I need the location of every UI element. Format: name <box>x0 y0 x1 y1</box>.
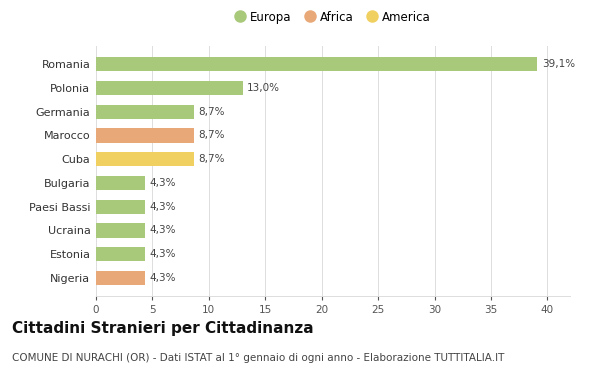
Text: 4,3%: 4,3% <box>149 225 176 235</box>
Text: 4,3%: 4,3% <box>149 273 176 283</box>
Text: COMUNE DI NURACHI (OR) - Dati ISTAT al 1° gennaio di ogni anno - Elaborazione TU: COMUNE DI NURACHI (OR) - Dati ISTAT al 1… <box>12 353 505 363</box>
Text: 8,7%: 8,7% <box>199 154 225 164</box>
Text: 8,7%: 8,7% <box>199 130 225 140</box>
Bar <box>96 152 194 166</box>
Bar <box>96 105 194 119</box>
Bar <box>96 223 145 238</box>
Bar <box>96 200 145 214</box>
Bar <box>96 81 243 95</box>
Bar <box>96 271 145 285</box>
Legend: Europa, Africa, America: Europa, Africa, America <box>231 6 435 29</box>
Bar <box>96 247 145 261</box>
Text: 8,7%: 8,7% <box>199 107 225 117</box>
Bar <box>96 128 194 142</box>
Bar <box>96 57 537 71</box>
Text: 13,0%: 13,0% <box>247 83 280 93</box>
Text: Cittadini Stranieri per Cittadinanza: Cittadini Stranieri per Cittadinanza <box>12 321 314 336</box>
Text: 4,3%: 4,3% <box>149 202 176 212</box>
Bar <box>96 176 145 190</box>
Text: 39,1%: 39,1% <box>542 59 575 69</box>
Text: 4,3%: 4,3% <box>149 249 176 259</box>
Text: 4,3%: 4,3% <box>149 178 176 188</box>
